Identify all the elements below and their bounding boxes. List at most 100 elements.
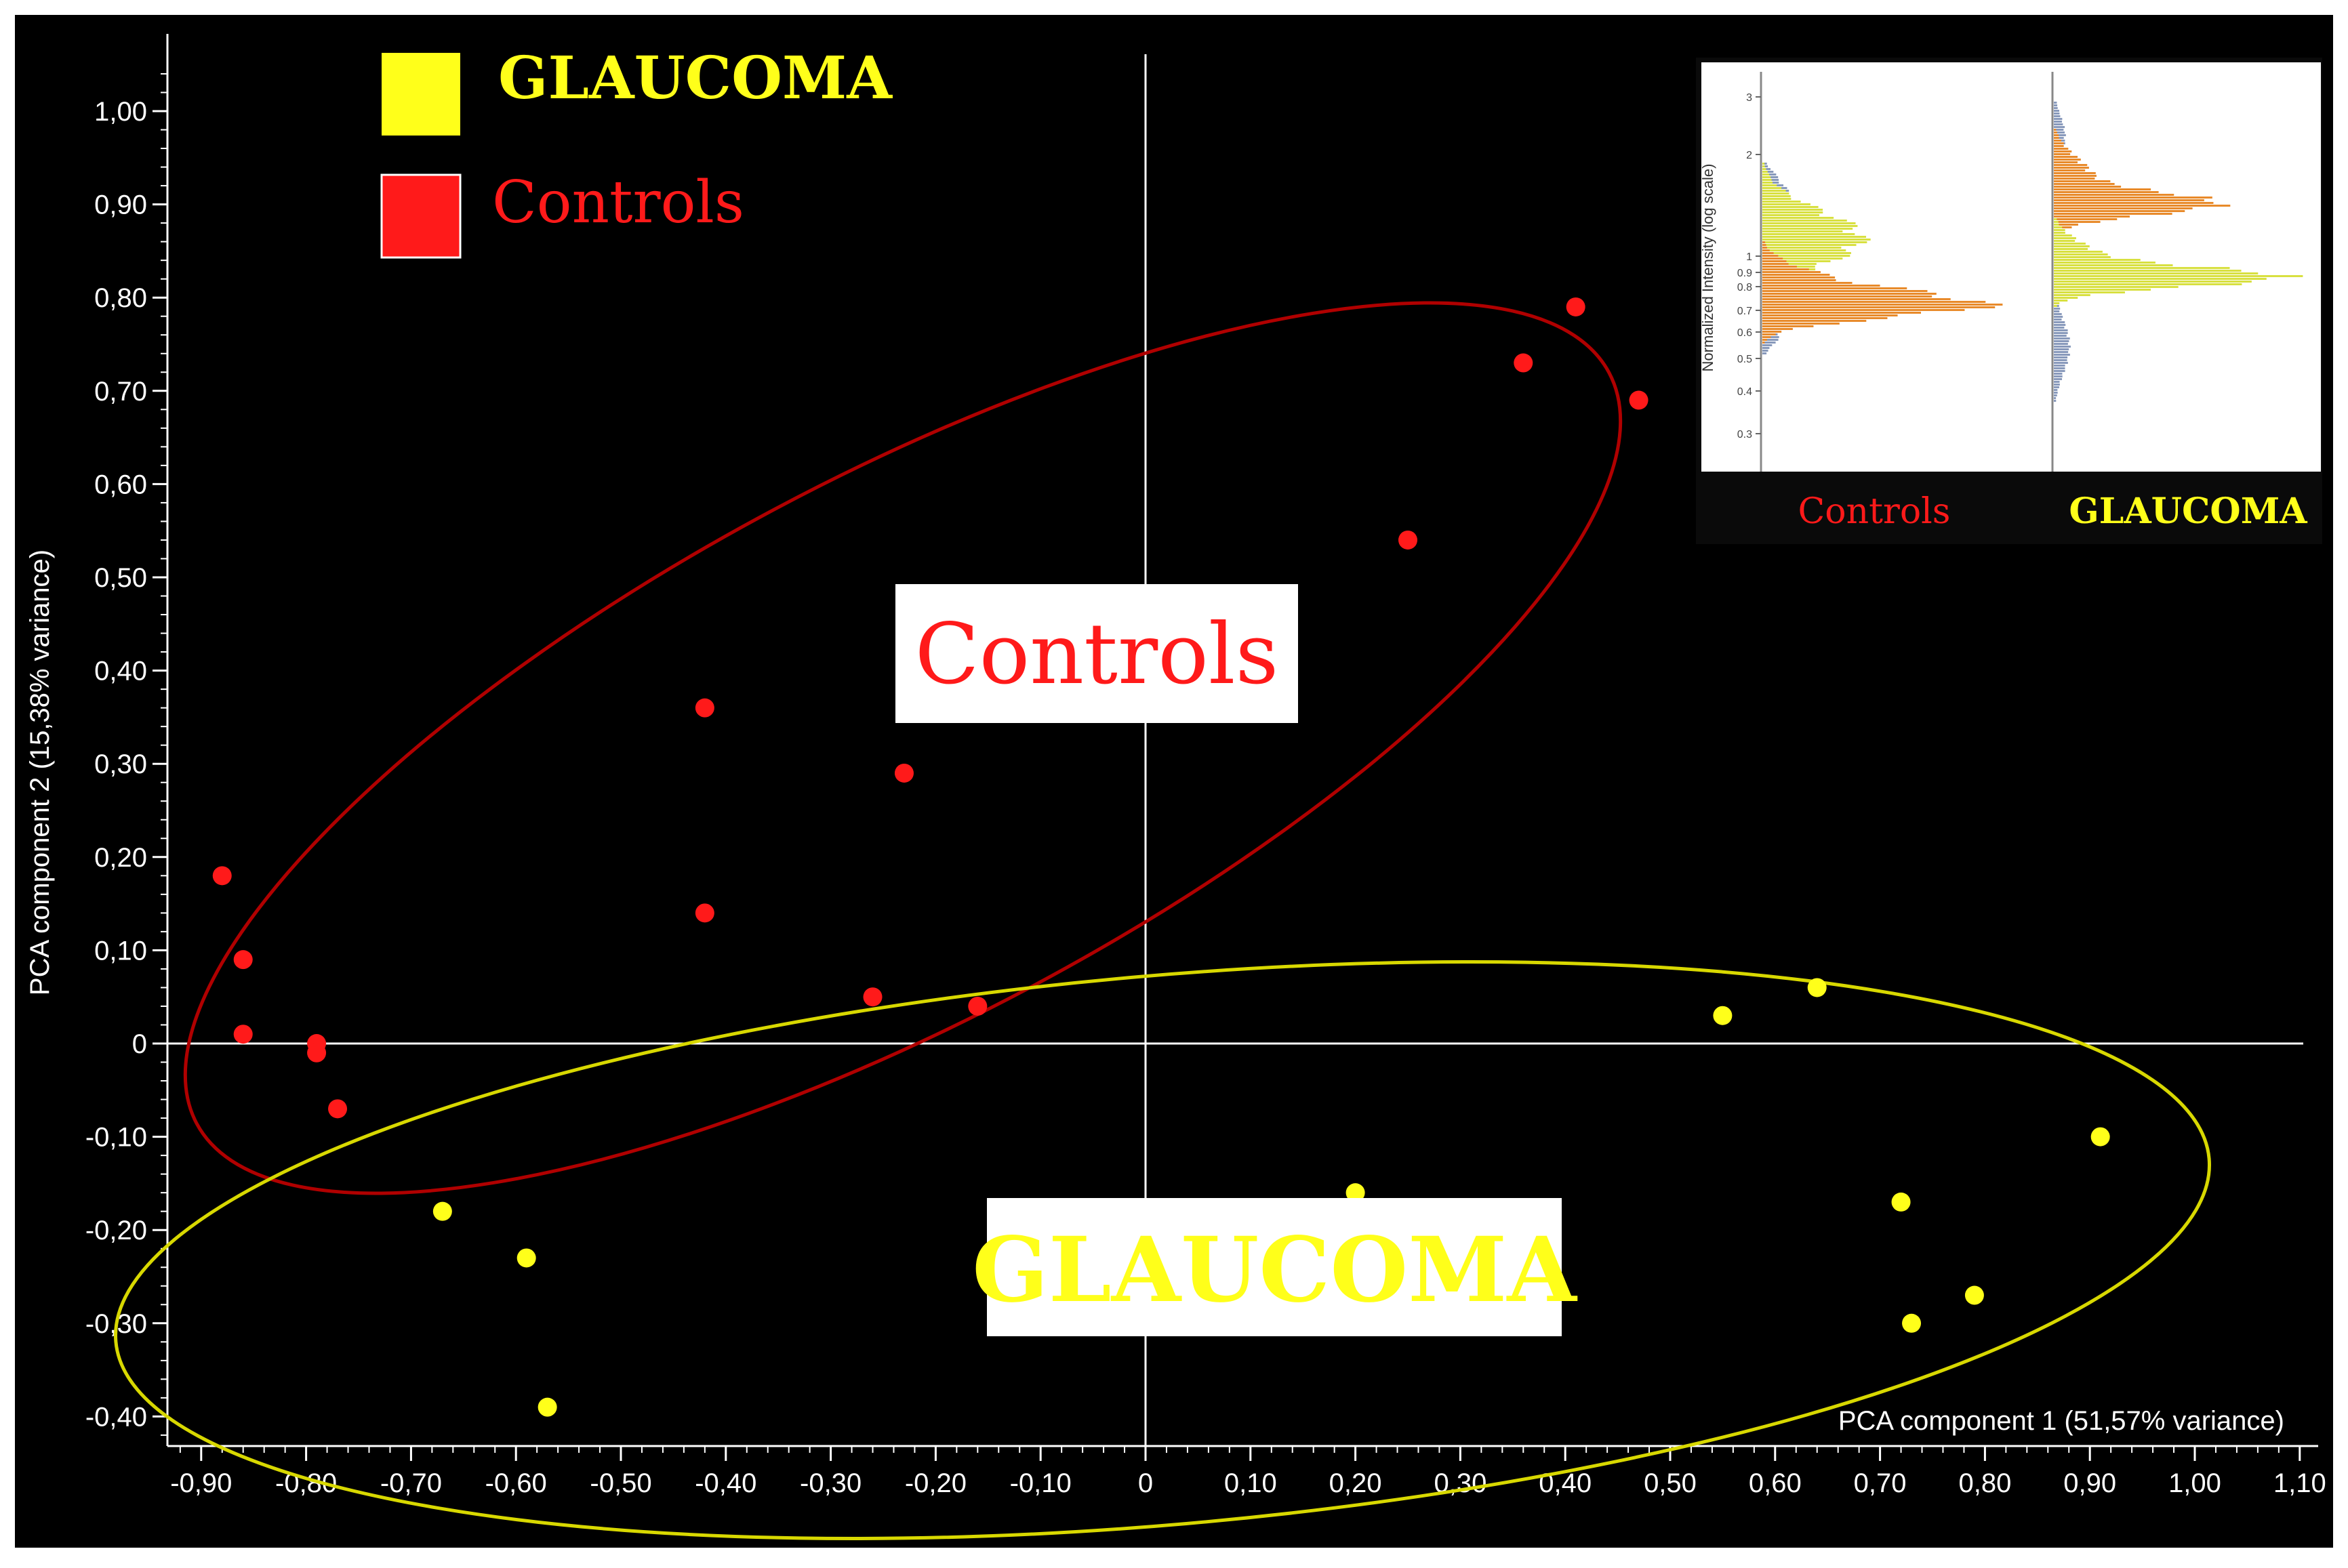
x-tick-label: 0,10: [1224, 1468, 1277, 1498]
inset-bar-controls: [1762, 171, 1768, 173]
inset-bar-glaucoma: [2054, 164, 2088, 166]
inset-bar-glaucoma: [2054, 218, 2118, 220]
inset-bar-glaucoma: [2054, 332, 2068, 334]
inset-bar-glaucoma: [2054, 400, 2057, 402]
y-tick-label: 0,90: [94, 190, 147, 220]
inset-tick-label: 0.5: [1737, 354, 1752, 365]
inset-bar-glaucoma: [2054, 186, 2122, 188]
inset-bar-glaucoma: [2054, 367, 2065, 369]
inset-bar-glaucoma: [2054, 346, 2071, 348]
inset-bar-controls: [1762, 236, 1867, 238]
inset-tick-label: 0.8: [1737, 282, 1752, 293]
inset-bar-glaucoma: [2054, 140, 2062, 142]
x-tick-label: -0,10: [1010, 1468, 1072, 1498]
inset-bar-controls: [1762, 187, 1782, 189]
point-glaucoma: [1964, 1285, 1984, 1305]
inset-tick-label: 0.7: [1737, 306, 1752, 317]
inset-bar-controls: [1762, 314, 1898, 316]
y-axis-label: PCA component 2 (15,38% variance): [25, 550, 55, 995]
inset-bar-glaucoma: [2054, 308, 2061, 310]
inset-bar-glaucoma: [2054, 145, 2064, 147]
inset-bar-glaucoma: [2054, 291, 2125, 293]
inset-bars: [1762, 102, 2303, 402]
point-controls: [1629, 390, 1648, 410]
x-tick-label: -0,50: [590, 1468, 651, 1498]
x-tick-label: -0,60: [485, 1468, 547, 1498]
inset-bar-glaucoma: [2054, 335, 2067, 337]
inset-bar-glaucoma: [2054, 283, 2242, 285]
inset-bar-glaucoma: [2054, 237, 2076, 239]
point-controls: [695, 903, 714, 923]
point-controls: [233, 1025, 253, 1044]
inset-bar-glaucoma: [2054, 356, 2068, 358]
inset-bar-controls: [1762, 271, 1821, 273]
inset-bar-controls: [1762, 195, 1791, 197]
inset-bar-glaucoma: [2054, 148, 2069, 150]
inset-bar-glaucoma: [2054, 126, 2065, 128]
point-glaucoma: [1902, 1313, 1922, 1333]
inset-bar-controls: [1762, 247, 1767, 249]
point-controls: [863, 987, 883, 1007]
inset-bar-controls: [1762, 295, 1932, 297]
x-tick-label: 0,20: [1329, 1468, 1382, 1498]
inset-bar-controls: [1762, 168, 1766, 170]
inset-bar-controls: [1762, 257, 1783, 260]
inset-bar-controls: [1762, 317, 1888, 319]
inset-bar-glaucoma: [2054, 218, 2057, 220]
inset-bar-glaucoma: [2054, 180, 2111, 182]
inset-bar-glaucoma: [2054, 305, 2057, 307]
inset-bar-controls: [1762, 179, 1772, 181]
inset-tick-label: 1: [1746, 251, 1752, 263]
inset-tick-label: 0.6: [1737, 327, 1752, 339]
inset-y-axis-label: Normalized Intensity (log scale): [1699, 164, 1716, 372]
inset-bar-controls: [1762, 333, 1776, 335]
inset-bar-glaucoma: [2054, 359, 2067, 361]
x-tick-label: 0,50: [1644, 1468, 1697, 1498]
inset-bar-controls: [1762, 339, 1779, 341]
inset-bar-glaucoma: [2054, 281, 2252, 283]
inset-bar-glaucoma: [2054, 226, 2072, 228]
point-controls: [1398, 530, 1417, 550]
inset-bar-glaucoma: [2054, 131, 2057, 133]
inset-bar-glaucoma: [2054, 197, 2212, 199]
inset-bar-glaucoma: [2054, 286, 2179, 288]
inset-bar-glaucoma: [2054, 313, 2062, 315]
inset-bar-glaucoma: [2054, 351, 2069, 353]
inset-y-ticks: 3 2 1 0.9 0.8 0.7 0.6 0.5 0.4 0.3: [1737, 92, 1761, 440]
inset-bar-controls: [1762, 331, 1782, 333]
x-axis-label: PCA component 1 (51,57% variance): [1838, 1406, 2284, 1436]
inset-bar-glaucoma: [2054, 178, 2095, 180]
legend-label-glaucoma: GLAUCOMA: [498, 44, 893, 112]
inset-bar-glaucoma: [2054, 188, 2151, 190]
y-tick-label: 0,60: [94, 470, 147, 499]
y-tick-label: 0,80: [94, 283, 147, 313]
inset-bar-controls: [1762, 214, 1819, 216]
inset-bar-controls: [1762, 211, 1823, 213]
inset-bar-glaucoma: [2054, 205, 2231, 207]
inset-bar-controls: [1762, 263, 1817, 265]
inset-bar-controls: [1762, 276, 1836, 278]
inset-bar-glaucoma: [2054, 310, 2060, 312]
point-controls: [1514, 353, 1533, 373]
glaucoma-ellipse: [113, 960, 2212, 1540]
inset-bar-controls: [1762, 290, 1928, 292]
point-glaucoma: [517, 1248, 536, 1268]
inset-bar-glaucoma: [2054, 316, 2063, 318]
inset-bar-glaucoma: [2054, 156, 2078, 158]
inset-bar-glaucoma: [2054, 102, 2057, 104]
inset-bar-controls: [1762, 168, 1770, 170]
inset-bar-glaucoma: [2054, 167, 2089, 169]
inset-bar-glaucoma: [2054, 375, 2063, 377]
inset-label-controls: Controls: [1798, 491, 1951, 532]
inset-bar-controls: [1762, 301, 1986, 303]
x-tick-label: 0,90: [2063, 1468, 2116, 1498]
inset-bar-controls: [1762, 257, 1843, 260]
inset-bar-glaucoma: [2054, 302, 2060, 304]
inset-bar-controls: [1762, 165, 1765, 167]
inset-bar-controls: [1762, 342, 1776, 344]
inset-bar-controls: [1762, 304, 2003, 306]
y-tick-label: 0,70: [94, 377, 147, 407]
inset-bar-controls: [1762, 325, 1814, 327]
inset-bar-glaucoma: [2054, 362, 2068, 364]
